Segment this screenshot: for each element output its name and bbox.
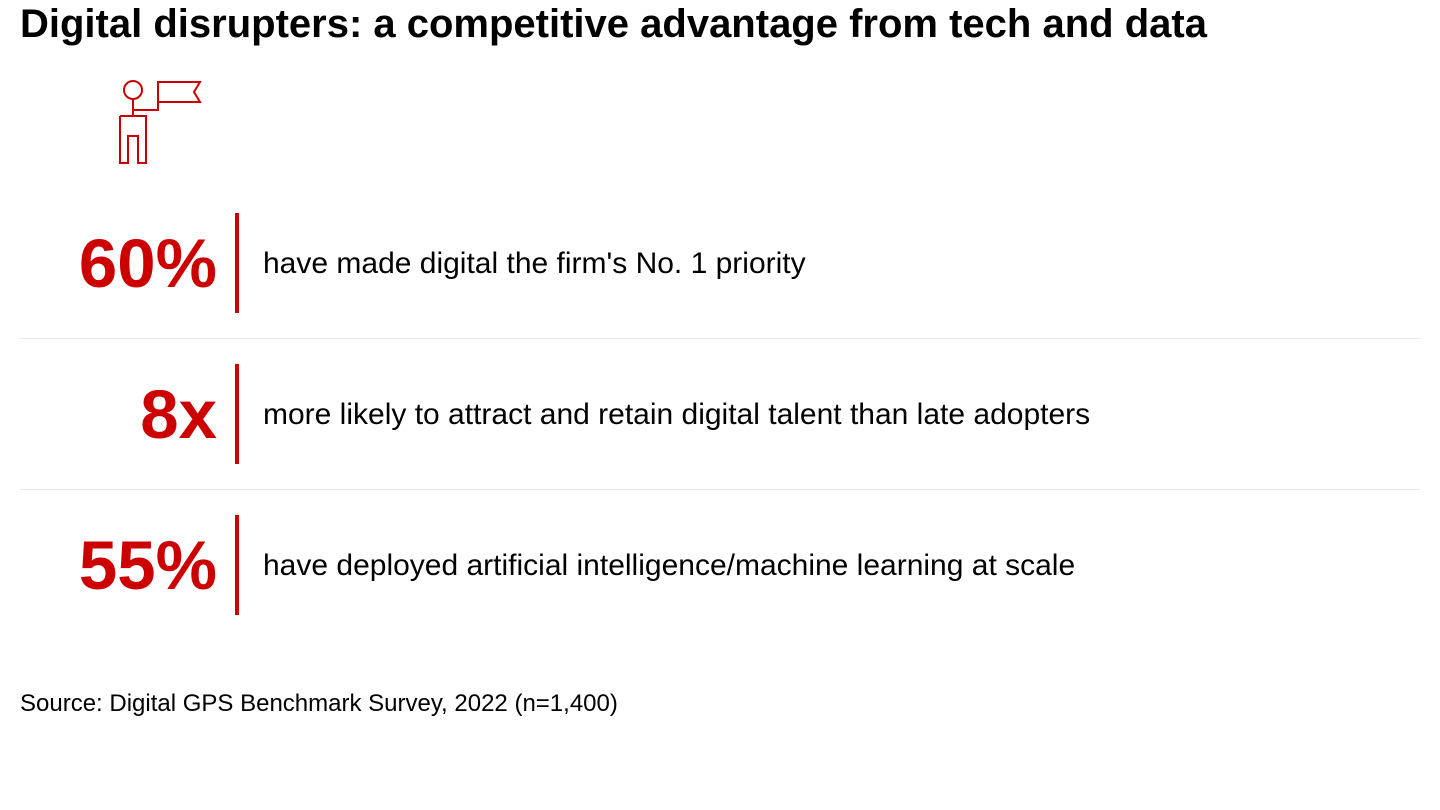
stat-row: 55% have deployed artificial intelligenc… [20, 490, 1420, 640]
stat-value: 55% [20, 531, 235, 600]
stats-list: 60% have made digital the firm's No. 1 p… [20, 188, 1420, 640]
stat-value: 60% [20, 229, 235, 298]
source-text: Source: Digital GPS Benchmark Survey, 20… [20, 690, 1420, 718]
stat-description: have made digital the firm's No. 1 prior… [263, 244, 1420, 283]
stat-value: 8x [20, 380, 235, 449]
stat-divider [235, 364, 239, 464]
stat-description: more likely to attract and retain digita… [263, 395, 1420, 434]
stat-row: 8x more likely to attract and retain dig… [20, 339, 1420, 490]
stat-divider [235, 213, 239, 313]
stat-divider [235, 515, 239, 615]
stat-row: 60% have made digital the firm's No. 1 p… [20, 188, 1420, 339]
page-title: Digital disrupters: a competitive advant… [20, 0, 1420, 48]
stat-description: have deployed artificial intelligence/ma… [263, 546, 1420, 585]
person-flag-icon [108, 78, 1420, 178]
